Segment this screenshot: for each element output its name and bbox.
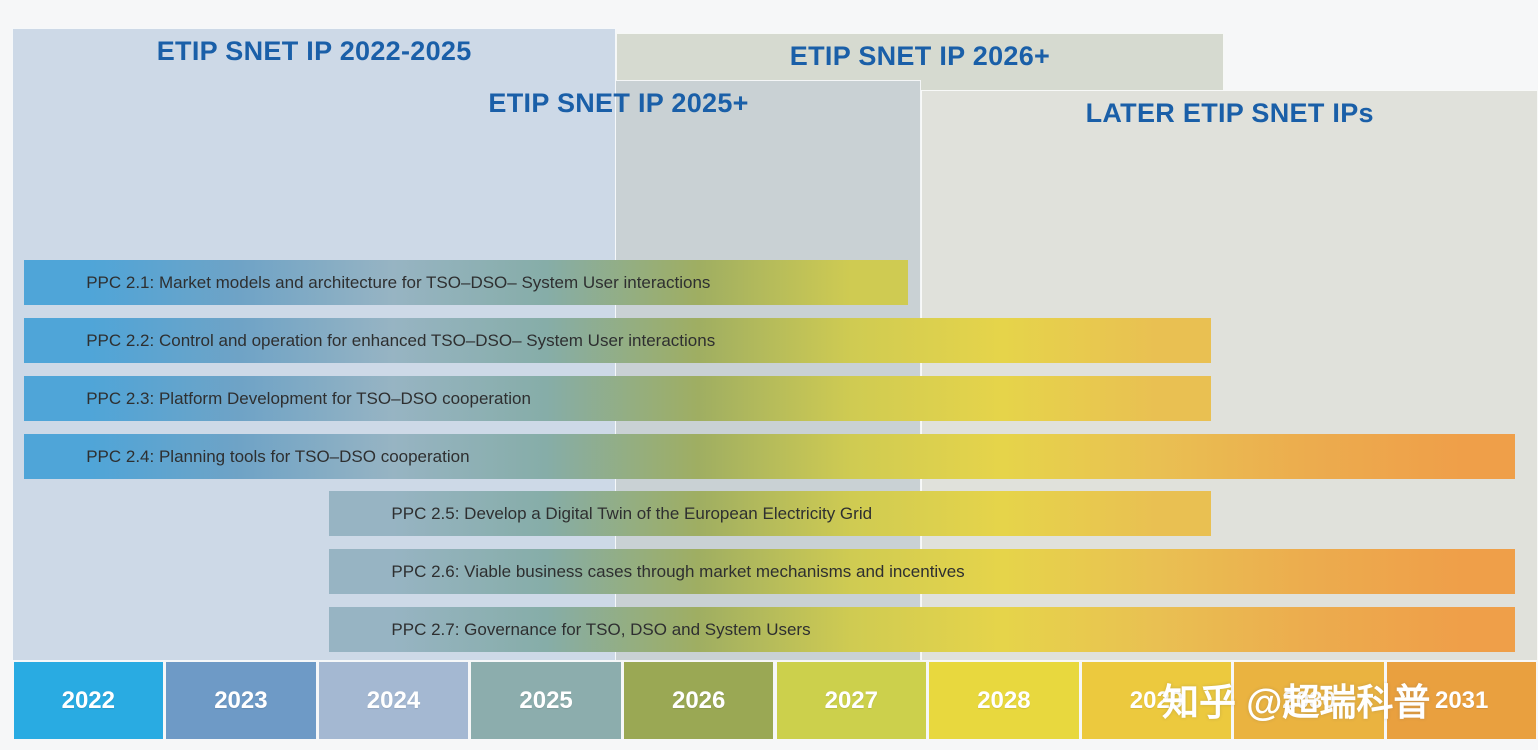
panel-title-later-etip-snet-ips: LATER ETIP SNET IPs <box>1085 98 1374 128</box>
axis-year-2031: 2031 <box>1386 662 1537 739</box>
bar-label: PPC 2.7: Governance for TSO, DSO and Sys… <box>391 619 811 639</box>
axis-year-2026: 2026 <box>623 662 774 739</box>
axis-year-2025: 2025 <box>471 662 621 739</box>
axis-year-2023: 2023 <box>166 662 316 739</box>
bar-ppc-2-2: PPC 2.2: Control and operation for enhan… <box>24 318 1212 363</box>
axis-year-2030: 2030 <box>1234 662 1384 739</box>
bar-label: PPC 2.3: Platform Development for TSO–DS… <box>86 388 531 408</box>
panel-title-etip-snet-ip-2025: ETIP SNET IP 2025+ <box>488 88 749 118</box>
bar-label: PPC 2.2: Control and operation for enhan… <box>86 330 716 350</box>
bar-label: PPC 2.1: Market models and architecture … <box>86 272 711 292</box>
axis-year-2027: 2027 <box>776 662 927 739</box>
bar-label: PPC 2.4: Planning tools for TSO–DSO coop… <box>86 446 470 466</box>
bar-ppc-2-5: PPC 2.5: Develop a Digital Twin of the E… <box>329 491 1212 536</box>
panel-title-etip-snet-ip-2022-2025: ETIP SNET IP 2022-2025 <box>156 36 472 66</box>
bar-ppc-2-4: PPC 2.4: Planning tools for TSO–DSO coop… <box>24 434 1516 479</box>
axis-year-2029: 2029 <box>1081 662 1232 739</box>
bar-ppc-2-6: PPC 2.6: Viable business cases through m… <box>329 549 1516 594</box>
bar-ppc-2-7: PPC 2.7: Governance for TSO, DSO and Sys… <box>329 607 1516 652</box>
watermark: 知乎 @超瑞科普 <box>1162 682 1431 723</box>
axis-year-2028: 2028 <box>929 662 1079 739</box>
bar-ppc-2-3: PPC 2.3: Platform Development for TSO–DS… <box>24 376 1212 421</box>
axis-year-2022: 2022 <box>13 662 164 739</box>
bar-ppc-2-1: PPC 2.1: Market models and architecture … <box>24 260 908 305</box>
panel-title-etip-snet-ip-2026: ETIP SNET IP 2026+ <box>789 41 1051 71</box>
bar-label: PPC 2.5: Develop a Digital Twin of the E… <box>391 503 873 523</box>
bar-label: PPC 2.6: Viable business cases through m… <box>391 561 965 581</box>
axis-year-2024: 2024 <box>318 662 469 739</box>
